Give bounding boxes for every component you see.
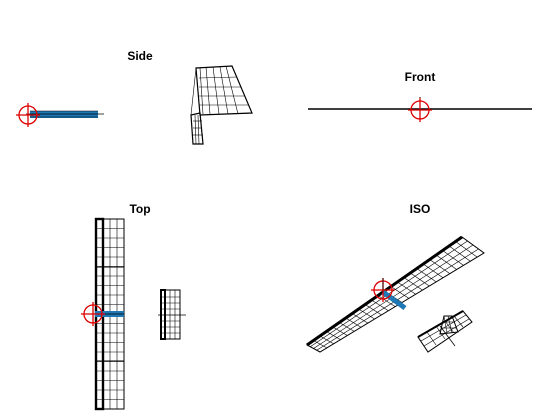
iso-view: ISO (306, 202, 485, 353)
iso-main-wing (306, 235, 485, 353)
side-vertical-tail (190, 65, 253, 145)
top-view: Top (81, 202, 186, 411)
side-view: Side (16, 49, 253, 145)
front-reference-marker-icon (408, 98, 432, 122)
iso-tail-assembly (417, 310, 473, 353)
iso-reference-marker-icon (371, 278, 395, 302)
front-view: Front (308, 70, 532, 122)
side-reference-marker-icon (16, 103, 40, 127)
front-view-title: Front (405, 70, 436, 84)
top-main-wing (94, 217, 125, 411)
top-reference-marker-icon (81, 302, 105, 326)
iso-fuselage (381, 289, 407, 311)
side-fuselage (26, 110, 104, 118)
top-horizontal-tail (158, 289, 186, 340)
iso-view-title: ISO (410, 202, 431, 216)
side-view-title: Side (127, 49, 153, 63)
top-view-title: Top (129, 202, 150, 216)
